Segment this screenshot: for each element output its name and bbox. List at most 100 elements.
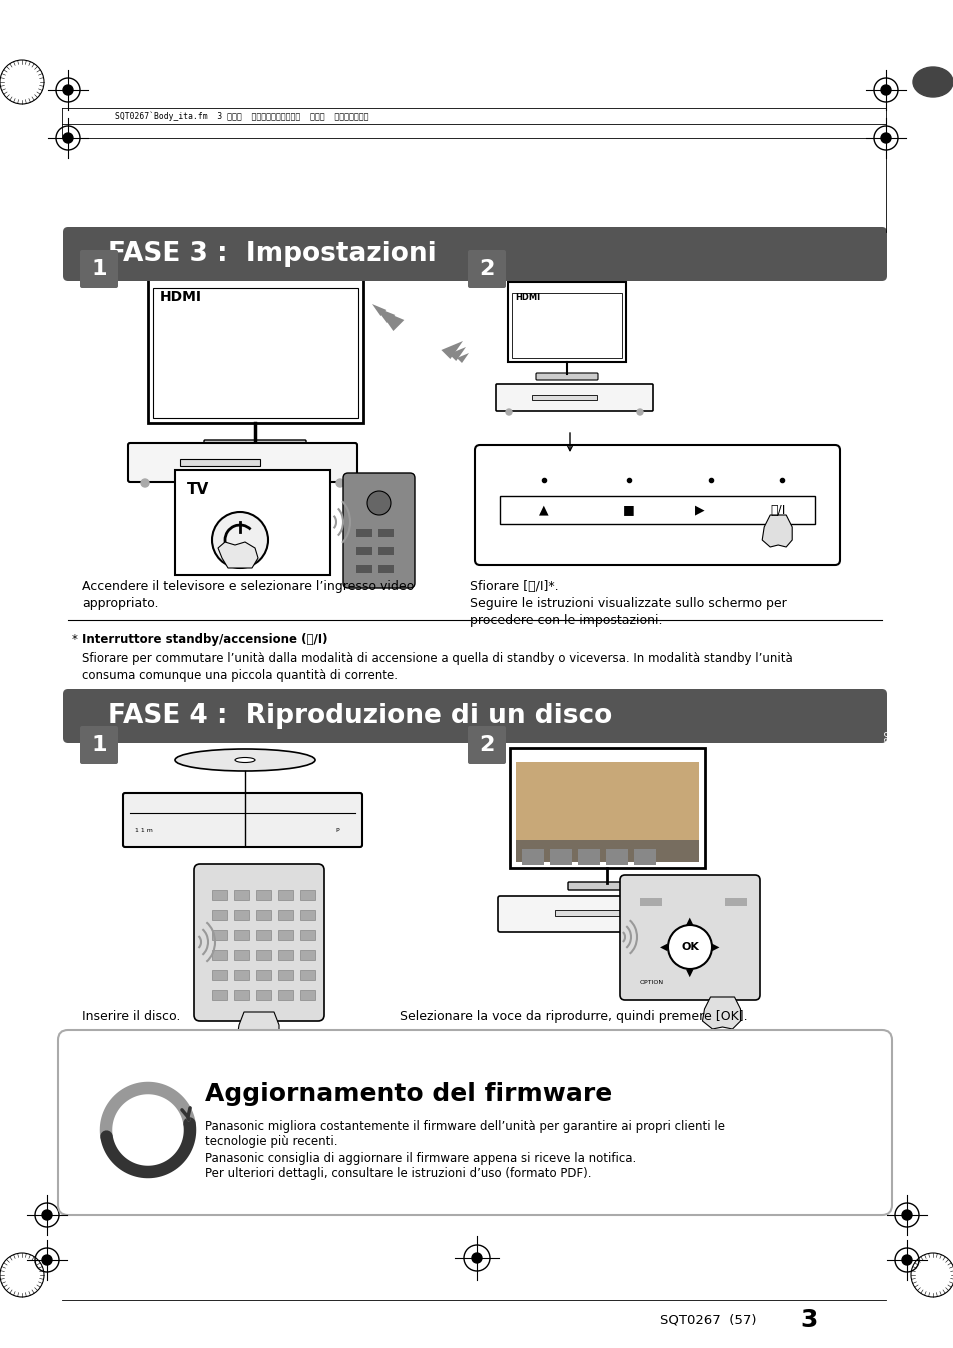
Circle shape [901,1255,911,1264]
FancyBboxPatch shape [619,875,760,1000]
FancyBboxPatch shape [128,443,356,483]
Bar [233,910,249,919]
Bar [212,971,227,980]
FancyBboxPatch shape [63,226,886,280]
Bar [299,989,314,1000]
Text: 1 1 m: 1 1 m [135,828,152,833]
Circle shape [901,1211,911,1220]
Bar [532,395,597,400]
Bar [233,930,249,940]
Text: FASE 3 :  Impostazioni: FASE 3 : Impostazioni [108,241,436,267]
Circle shape [42,1255,52,1264]
Bar [233,890,249,900]
Circle shape [63,85,73,94]
Bar [277,890,293,900]
Text: Selezionare la voce da riprodurre, quindi premere [OK].: Selezionare la voce da riprodurre, quind… [399,1010,747,1023]
Polygon shape [218,542,257,568]
Polygon shape [761,515,791,547]
Bar [555,910,635,917]
Circle shape [63,133,73,143]
FancyBboxPatch shape [510,748,704,868]
Bar [299,910,314,919]
Circle shape [667,925,711,969]
Bar [277,910,293,919]
Circle shape [141,479,149,487]
Polygon shape [441,341,462,359]
FancyBboxPatch shape [468,249,505,288]
FancyBboxPatch shape [567,882,645,890]
Bar [212,930,227,940]
Text: Per ulteriori dettagli, consultare le istruzioni d’uso (formato PDF).: Per ulteriori dettagli, consultare le is… [205,1167,591,1180]
Polygon shape [236,1012,278,1047]
Circle shape [335,479,344,487]
Bar [634,849,656,865]
Bar [377,528,394,537]
Text: Aggiornamento del firmware: Aggiornamento del firmware [205,1082,612,1105]
Text: Italiano: Italiano [882,731,892,766]
Circle shape [367,491,391,515]
Bar [550,849,572,865]
Text: Panasonic consiglia di aggiornare il firmware appena si riceve la notifica.: Panasonic consiglia di aggiornare il fir… [205,1153,636,1165]
Text: Inserire il disco.: Inserire il disco. [82,1010,180,1023]
Polygon shape [375,307,395,324]
FancyBboxPatch shape [58,1030,891,1215]
Text: HDMI: HDMI [515,293,539,302]
FancyBboxPatch shape [468,727,505,764]
Circle shape [42,1211,52,1220]
Bar [233,989,249,1000]
Bar [277,950,293,960]
Bar [355,565,372,573]
Text: ◀: ◀ [659,942,667,952]
Text: tecnologie più recenti.: tecnologie più recenti. [205,1135,337,1148]
Text: SQT0267`Body_ita.fm  3 ページ  ２０１４年５月１４日  水曜日  午前１０時６分: SQT0267`Body_ita.fm 3 ページ ２０１４年５月１４日 水曜日… [115,112,368,121]
Bar [212,989,227,1000]
Ellipse shape [912,67,952,97]
Bar [516,840,699,861]
FancyBboxPatch shape [536,373,598,380]
Bar [605,849,627,865]
Text: Sfiorare [⏻/I]*.
Seguire le istruzioni visualizzate sullo schermo per
procedere : Sfiorare [⏻/I]*. Seguire le istruzioni v… [470,580,786,627]
Bar [355,547,372,555]
Polygon shape [449,346,465,361]
Text: TV: TV [187,483,209,497]
Text: Accendere il televisore e selezionare l’ingresso video
appropriato.: Accendere il televisore e selezionare l’… [82,580,414,611]
Bar [521,849,543,865]
Text: OPTION: OPTION [639,980,663,985]
FancyBboxPatch shape [343,473,415,588]
FancyBboxPatch shape [475,445,840,565]
Bar [512,293,621,359]
Polygon shape [701,998,740,1029]
Text: 2: 2 [478,735,495,755]
Circle shape [472,1254,481,1263]
FancyBboxPatch shape [80,249,118,288]
Bar [212,950,227,960]
Bar [299,950,314,960]
Bar [578,849,599,865]
Text: 1: 1 [91,735,107,755]
Text: HDMI: HDMI [160,290,202,305]
FancyBboxPatch shape [123,793,361,847]
Bar [152,288,357,418]
Circle shape [637,408,642,415]
Text: FASE 4 :  Riproduzione di un disco: FASE 4 : Riproduzione di un disco [108,704,612,729]
Text: ▲: ▲ [538,504,548,516]
Bar [255,950,271,960]
Bar [255,930,271,940]
Bar [516,762,699,861]
Polygon shape [372,305,386,315]
Bar [277,971,293,980]
Bar [255,989,271,1000]
Circle shape [880,133,890,143]
FancyBboxPatch shape [204,439,306,450]
Bar [377,547,394,555]
Text: ⏻/I: ⏻/I [770,504,785,516]
Text: OK: OK [680,942,699,952]
Bar [724,898,746,906]
Text: ■: ■ [622,504,635,516]
Text: ▲: ▲ [685,917,693,926]
Bar [255,971,271,980]
Bar [233,971,249,980]
Bar [639,898,661,906]
Circle shape [505,408,512,415]
FancyBboxPatch shape [80,727,118,764]
